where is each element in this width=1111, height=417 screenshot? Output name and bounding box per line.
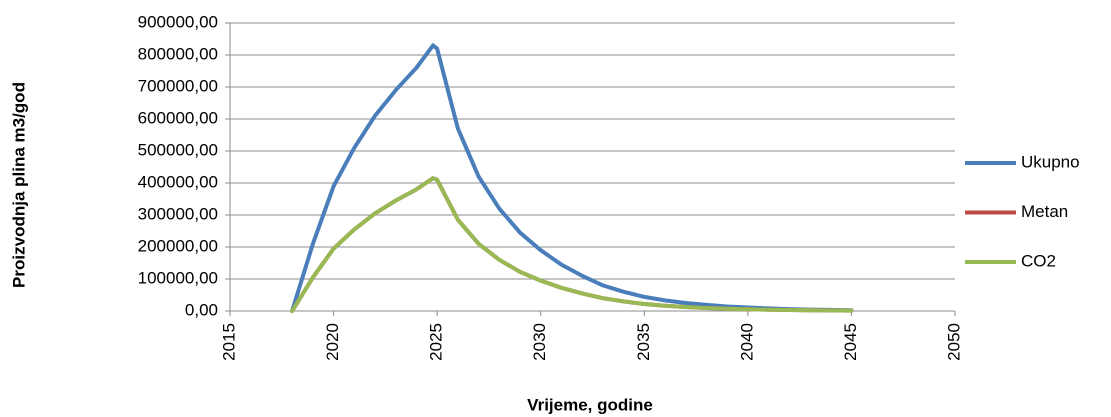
- y-tick-label: 800000,00: [138, 44, 218, 63]
- x-tick-label: 2045: [841, 323, 860, 361]
- y-tick-label: 0,00: [185, 300, 218, 319]
- x-tick-label: 2020: [323, 323, 342, 361]
- x-tick-label: 2025: [427, 323, 446, 361]
- y-tick-label: 200000,00: [138, 236, 218, 255]
- legend-label: Ukupno: [1021, 152, 1080, 171]
- x-tick-label: 2035: [634, 323, 653, 361]
- y-tick-label: 400000,00: [138, 172, 218, 191]
- x-tick-label: 2015: [219, 323, 238, 361]
- y-tick-label: 100000,00: [138, 268, 218, 287]
- legend-label: CO2: [1021, 251, 1056, 270]
- legend-label: Metan: [1021, 202, 1068, 221]
- x-tick-label: 2040: [737, 323, 756, 361]
- series-line: [290, 176, 854, 313]
- y-tick-label: 600000,00: [138, 108, 218, 127]
- y-tick-label: 300000,00: [138, 204, 218, 223]
- x-axis-title: Vrijeme, godine: [527, 395, 653, 414]
- y-axis-title: Proizvodnja plina m3/god: [9, 82, 28, 288]
- x-tick-label: 2030: [530, 323, 549, 361]
- series-line: [290, 43, 854, 313]
- y-tick-label: 700000,00: [138, 76, 218, 95]
- x-tick-label: 2050: [944, 323, 963, 361]
- y-tick-label: 500000,00: [138, 140, 218, 159]
- y-tick-label: 900000,00: [138, 12, 218, 31]
